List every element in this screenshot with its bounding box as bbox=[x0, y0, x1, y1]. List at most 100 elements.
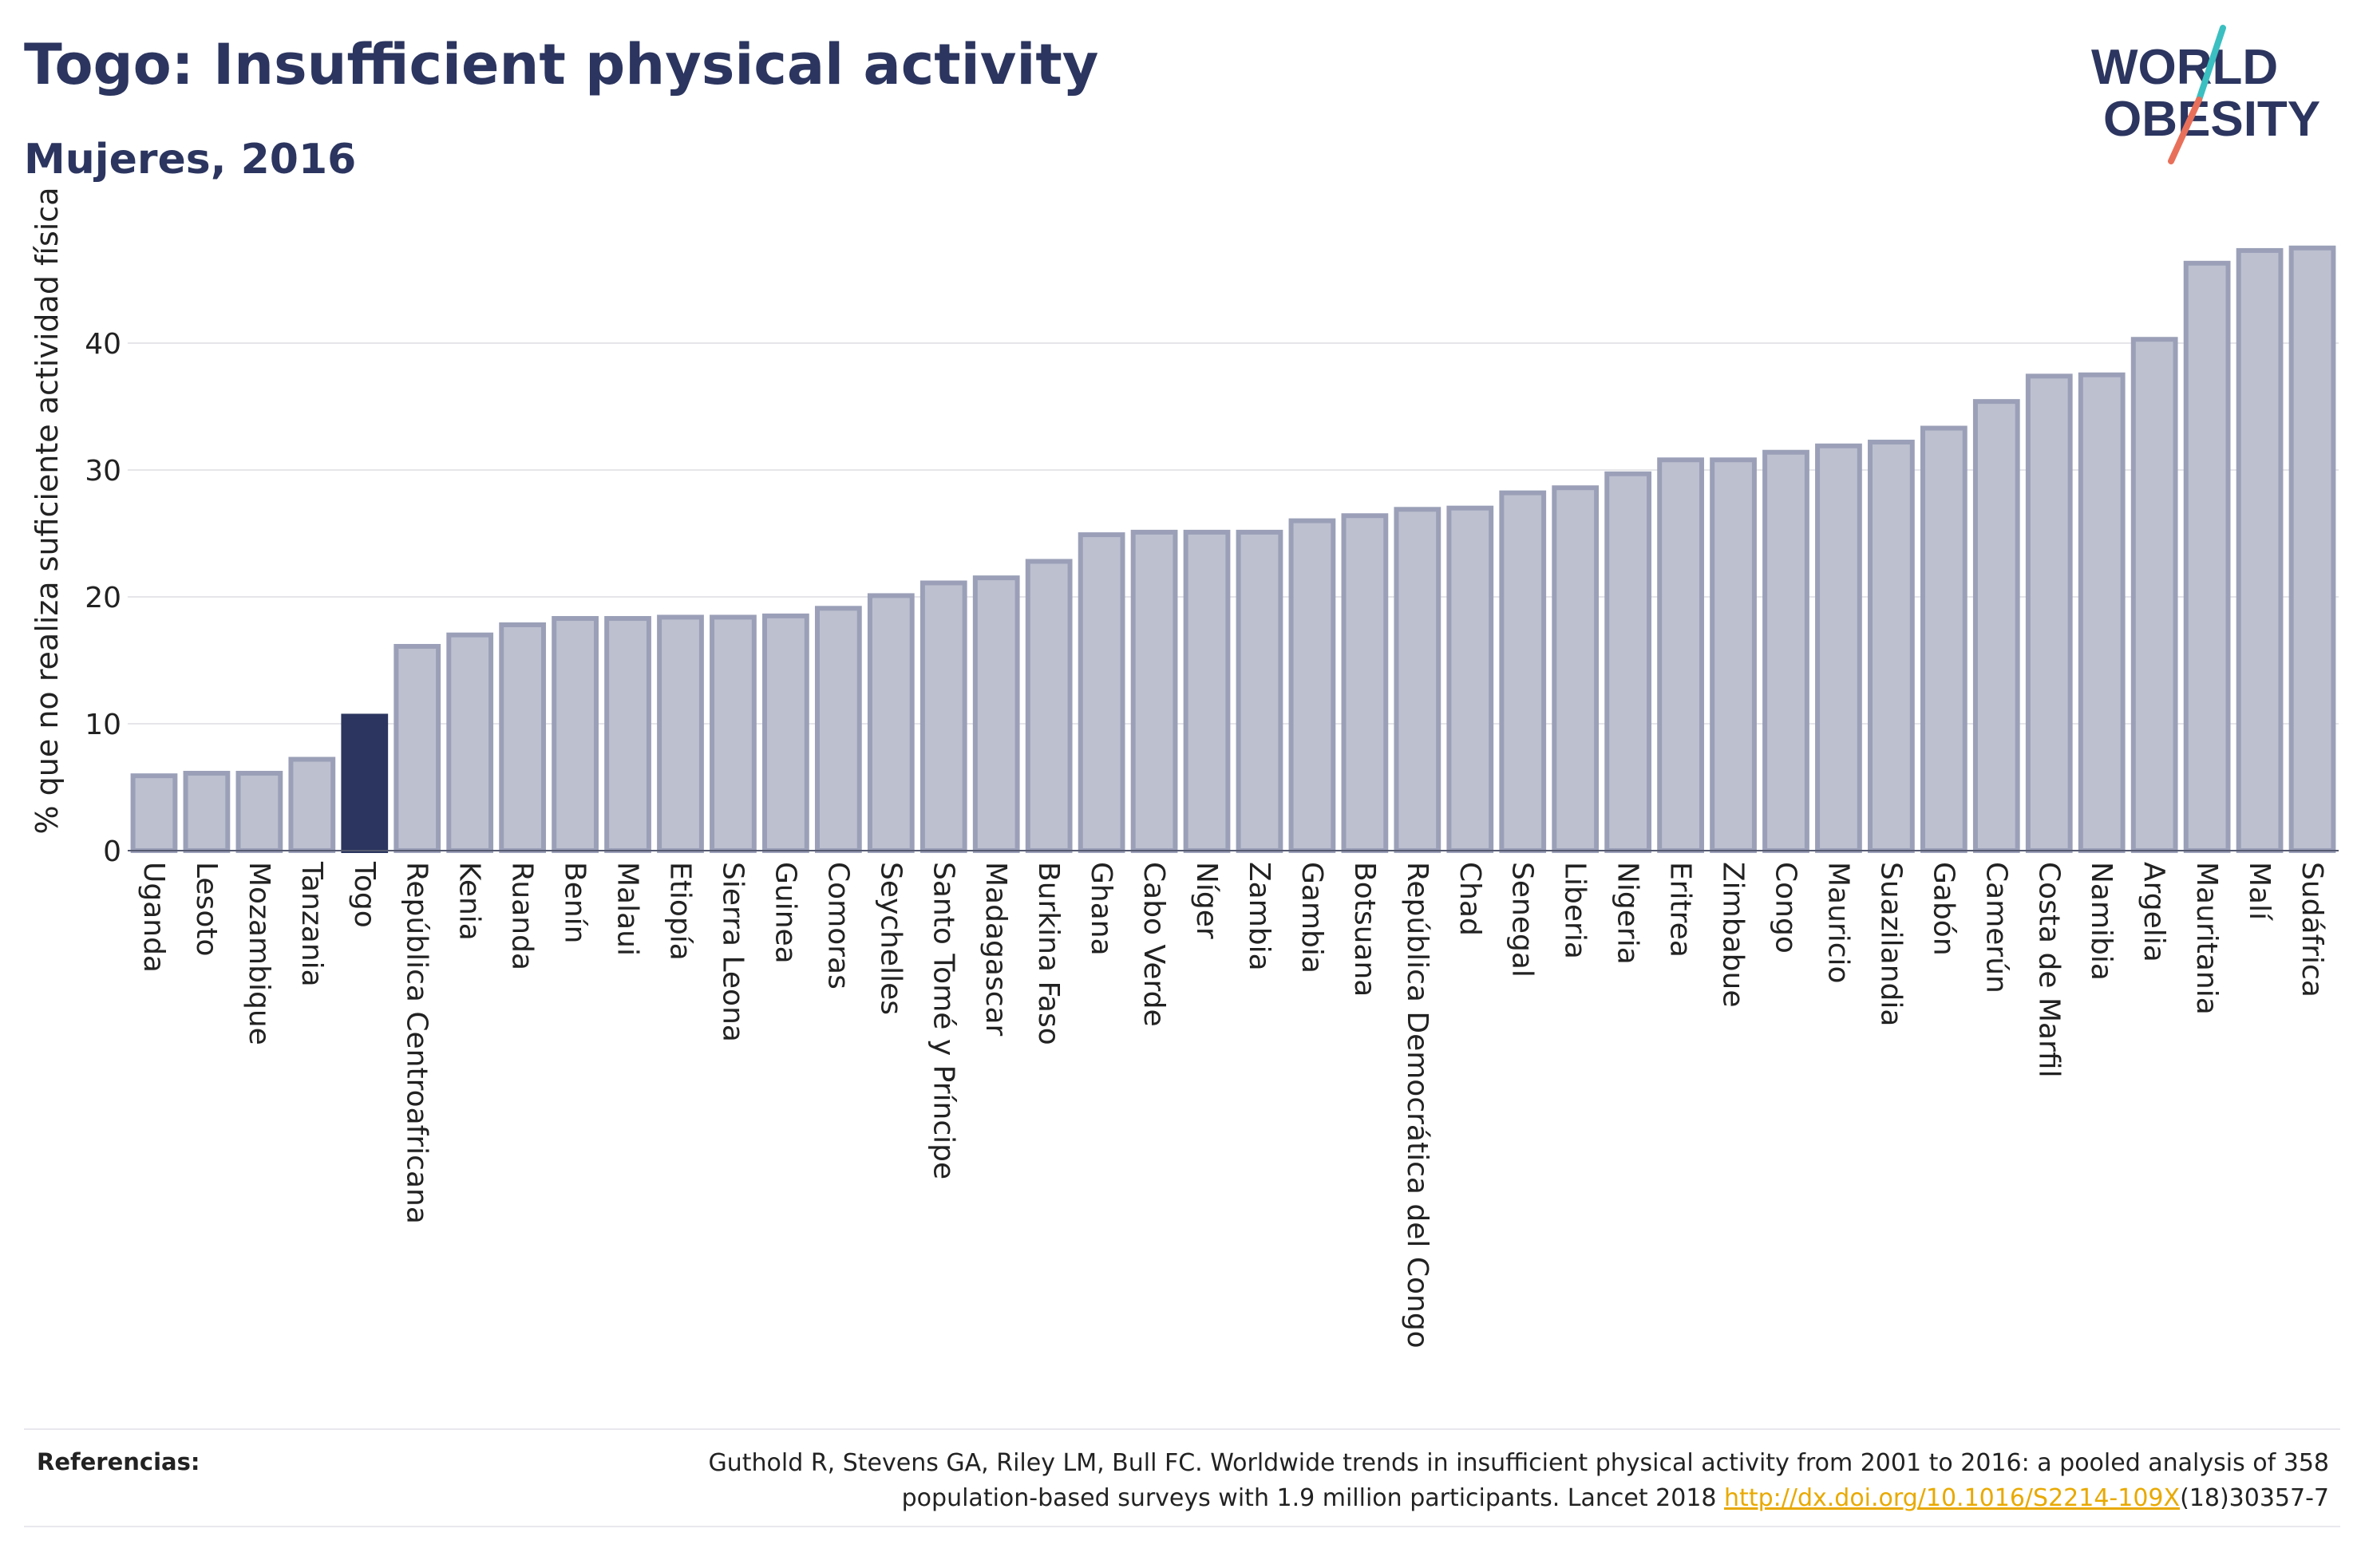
bar bbox=[2025, 373, 2073, 853]
world-obesity-logo: WORLD OBESITY bbox=[2091, 25, 2320, 164]
bar bbox=[1762, 449, 1809, 853]
y-tick-label: 10 bbox=[85, 709, 121, 741]
x-tick-label: Congo bbox=[1770, 862, 1802, 954]
bar bbox=[2078, 372, 2126, 853]
bar bbox=[919, 580, 967, 853]
bar bbox=[1815, 443, 1862, 853]
y-axis-label: % que no realiza suficiente actividad fí… bbox=[30, 188, 65, 835]
x-tick-label: República Democrática del Congo bbox=[1401, 862, 1434, 1349]
references-line2-before: population-based surveys with 1.9 millio… bbox=[901, 1484, 1725, 1512]
x-tick-label: Botsuana bbox=[1348, 862, 1381, 997]
x-tick-label: Santo Tomé y Príncipe bbox=[927, 862, 959, 1179]
logo-line1: WORLD bbox=[2091, 40, 2278, 95]
x-tick-label: Lesoto bbox=[190, 862, 223, 957]
y-tick-label: 20 bbox=[85, 582, 121, 614]
bar bbox=[1078, 532, 1125, 854]
y-tick-label: 40 bbox=[85, 328, 121, 361]
x-tick-label: República Centroafricana bbox=[401, 862, 433, 1224]
bar bbox=[446, 632, 494, 853]
bar bbox=[288, 756, 336, 854]
bar bbox=[1341, 513, 1389, 853]
x-tick-label: Etiopía bbox=[664, 862, 697, 961]
bar bbox=[814, 606, 862, 853]
bar bbox=[1183, 529, 1231, 853]
bar bbox=[235, 771, 283, 854]
bar bbox=[2130, 337, 2178, 854]
y-tick-label: 0 bbox=[103, 835, 121, 868]
x-tick-label: Zimbabue bbox=[1717, 862, 1750, 1007]
bar bbox=[1604, 471, 1652, 854]
logo-line2: OBESITY bbox=[2103, 92, 2320, 147]
bar bbox=[604, 616, 651, 854]
bar bbox=[1394, 507, 1442, 853]
x-tick-label: Seychelles bbox=[874, 862, 907, 1015]
x-tick-label: Argelia bbox=[2138, 862, 2170, 962]
x-tick-label: Mauricio bbox=[1821, 862, 1854, 984]
bar bbox=[2183, 260, 2231, 853]
x-tick-label: Zambia bbox=[1243, 862, 1275, 971]
bar-highlight bbox=[341, 713, 389, 854]
bar bbox=[657, 614, 704, 853]
references-doi-link[interactable]: http://dx.doi.org/10.1016/S2214-109X bbox=[1724, 1484, 2181, 1512]
bar bbox=[1236, 529, 1283, 853]
bar bbox=[972, 575, 1020, 854]
x-tick-label: Malaui bbox=[611, 862, 644, 956]
x-tick-label: Costa de Marfil bbox=[2032, 862, 2065, 1078]
x-tick-label: Níger bbox=[1190, 862, 1223, 939]
bar bbox=[867, 593, 915, 853]
chart-subtitle: Mujeres, 2016 bbox=[24, 136, 357, 184]
bar bbox=[2288, 245, 2336, 853]
chart-title: Togo: Insufficient physical activity bbox=[24, 32, 1099, 97]
bar bbox=[552, 616, 599, 854]
bar bbox=[499, 622, 547, 853]
bar bbox=[1920, 425, 1968, 853]
x-tick-label: Uganda bbox=[137, 862, 170, 973]
x-tick-label: Ruanda bbox=[506, 862, 539, 970]
grid-lines bbox=[128, 342, 2339, 725]
x-tick-label: Burkina Faso bbox=[1032, 862, 1065, 1045]
x-tick-label: Mozambique bbox=[243, 862, 275, 1045]
x-tick-label: Sudáfrica bbox=[2296, 862, 2328, 997]
x-tick-label: Senegal bbox=[1506, 862, 1539, 978]
x-tick-label: Sierra Leona bbox=[716, 862, 749, 1042]
x-tick-label: Benín bbox=[559, 862, 591, 943]
bar bbox=[1868, 440, 1915, 854]
references-bottom-rule bbox=[24, 1526, 2340, 1527]
logo-slash-coral bbox=[2168, 97, 2202, 164]
bar-chart: 0 10 20 30 40 Uganda Lesoto Mozambique Tanzania… bbox=[30, 188, 2339, 1349]
x-tick-label: Tanzania bbox=[295, 861, 328, 987]
references-top-rule bbox=[24, 1428, 2340, 1430]
references-label: Referencias: bbox=[37, 1448, 200, 1475]
x-tick-label: Cabo Verde bbox=[1137, 862, 1170, 1027]
bar bbox=[1552, 485, 1600, 853]
x-tick-label: Malí bbox=[2243, 862, 2276, 921]
bar bbox=[710, 614, 757, 853]
x-tick-label: Madagascar bbox=[979, 862, 1012, 1037]
x-tick-label: Camerún bbox=[1979, 862, 2012, 993]
x-tick-label: Guinea bbox=[769, 862, 801, 964]
bar bbox=[1657, 457, 1704, 854]
bar bbox=[1025, 559, 1073, 853]
bar bbox=[2236, 247, 2284, 853]
y-axis-ticks: 0 10 20 30 40 bbox=[85, 328, 121, 868]
bar bbox=[183, 771, 231, 854]
bar bbox=[1972, 399, 2020, 853]
x-tick-label: Chad bbox=[1453, 862, 1486, 936]
x-tick-label: Namibia bbox=[2085, 862, 2118, 981]
y-tick-label: 30 bbox=[85, 455, 121, 488]
x-tick-label: Togo bbox=[348, 861, 381, 928]
x-tick-label: Eritrea bbox=[1664, 862, 1697, 958]
logo-slash-teal bbox=[2196, 25, 2226, 103]
bar bbox=[394, 644, 441, 854]
bar bbox=[1499, 490, 1547, 853]
bar bbox=[1288, 518, 1336, 853]
references-line1: Guthold R, Stevens GA, Riley LM, Bull FC… bbox=[708, 1449, 2329, 1477]
x-tick-label: Mauritania bbox=[2190, 862, 2223, 1015]
bar bbox=[1446, 505, 1494, 853]
bar bbox=[1710, 457, 1757, 854]
x-tick-label: Gambia bbox=[1295, 862, 1328, 974]
x-tick-label: Comoras bbox=[821, 862, 854, 989]
x-axis-labels: Uganda Lesoto Mozambique Tanzania Togo Repúbl… bbox=[137, 861, 2328, 1349]
x-tick-label: Nigeria bbox=[1612, 862, 1644, 965]
x-tick-label: Suazilandia bbox=[1874, 862, 1907, 1026]
